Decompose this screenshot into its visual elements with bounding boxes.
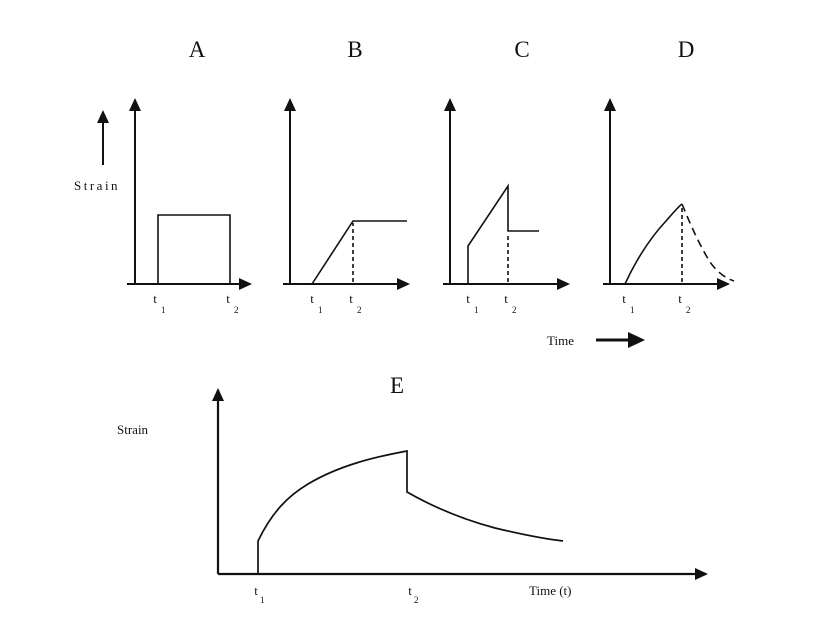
panel-c-label: C xyxy=(514,37,529,62)
top-time-annotation: Time xyxy=(547,332,645,348)
panel-d-t2-subscript: 2 xyxy=(686,305,691,315)
panel-d-rise-curve xyxy=(624,203,683,285)
time-axis-label: Time xyxy=(547,333,574,348)
panel-c-strain-curve xyxy=(467,183,539,284)
panel-a-t1-subscript: 1 xyxy=(161,305,166,315)
panel-e-label: E xyxy=(390,373,404,398)
panel-d-t1-subscript: 1 xyxy=(630,305,635,315)
panel-e-t1-subscript: 1 xyxy=(260,595,265,605)
panel-e-strain-label: Strain xyxy=(117,422,149,437)
panel-a-t1-label: t xyxy=(153,291,157,306)
top-strain-annotation: Strain xyxy=(74,110,120,193)
panel-e-t1-label: t xyxy=(254,583,258,598)
panel-e-time-label: Time (t) xyxy=(529,583,572,598)
panel-e-t2-subscript: 2 xyxy=(414,595,419,605)
panel-b: B t 1 t 2 xyxy=(283,37,410,315)
panel-b-t1-label: t xyxy=(310,291,314,306)
panel-a-label: A xyxy=(189,37,206,62)
panel-b-strain-curve xyxy=(311,220,407,285)
panel-a-t2-subscript: 2 xyxy=(234,305,239,315)
panel-a-t2-label: t xyxy=(226,291,230,306)
panel-d: D t 1 t 2 xyxy=(603,37,735,315)
strain-axis-label: Strain xyxy=(74,178,120,193)
panel-b-t1-subscript: 1 xyxy=(318,305,323,315)
panel-b-t2-label: t xyxy=(349,291,353,306)
panel-e-t2-label: t xyxy=(408,583,412,598)
panel-c-t1-subscript: 1 xyxy=(474,305,479,315)
panel-b-t2-subscript: 2 xyxy=(357,305,362,315)
panel-d-t1-label: t xyxy=(622,291,626,306)
panel-d-decay-curve xyxy=(681,203,735,282)
panel-b-label: B xyxy=(347,37,362,62)
panel-e-strain-curve xyxy=(257,449,564,574)
panel-d-label: D xyxy=(678,37,695,62)
panel-c-t2-subscript: 2 xyxy=(512,305,517,315)
panel-a-strain-curve xyxy=(157,214,231,284)
panel-c-t2-label: t xyxy=(504,291,508,306)
panel-d-t2-label: t xyxy=(678,291,682,306)
panel-e: E Strain t 1 t 2 Time (t) xyxy=(117,373,708,605)
panel-c: C t 1 t 2 xyxy=(443,37,570,315)
panel-a: A t 1 t 2 xyxy=(127,37,252,315)
panel-c-t1-label: t xyxy=(466,291,470,306)
